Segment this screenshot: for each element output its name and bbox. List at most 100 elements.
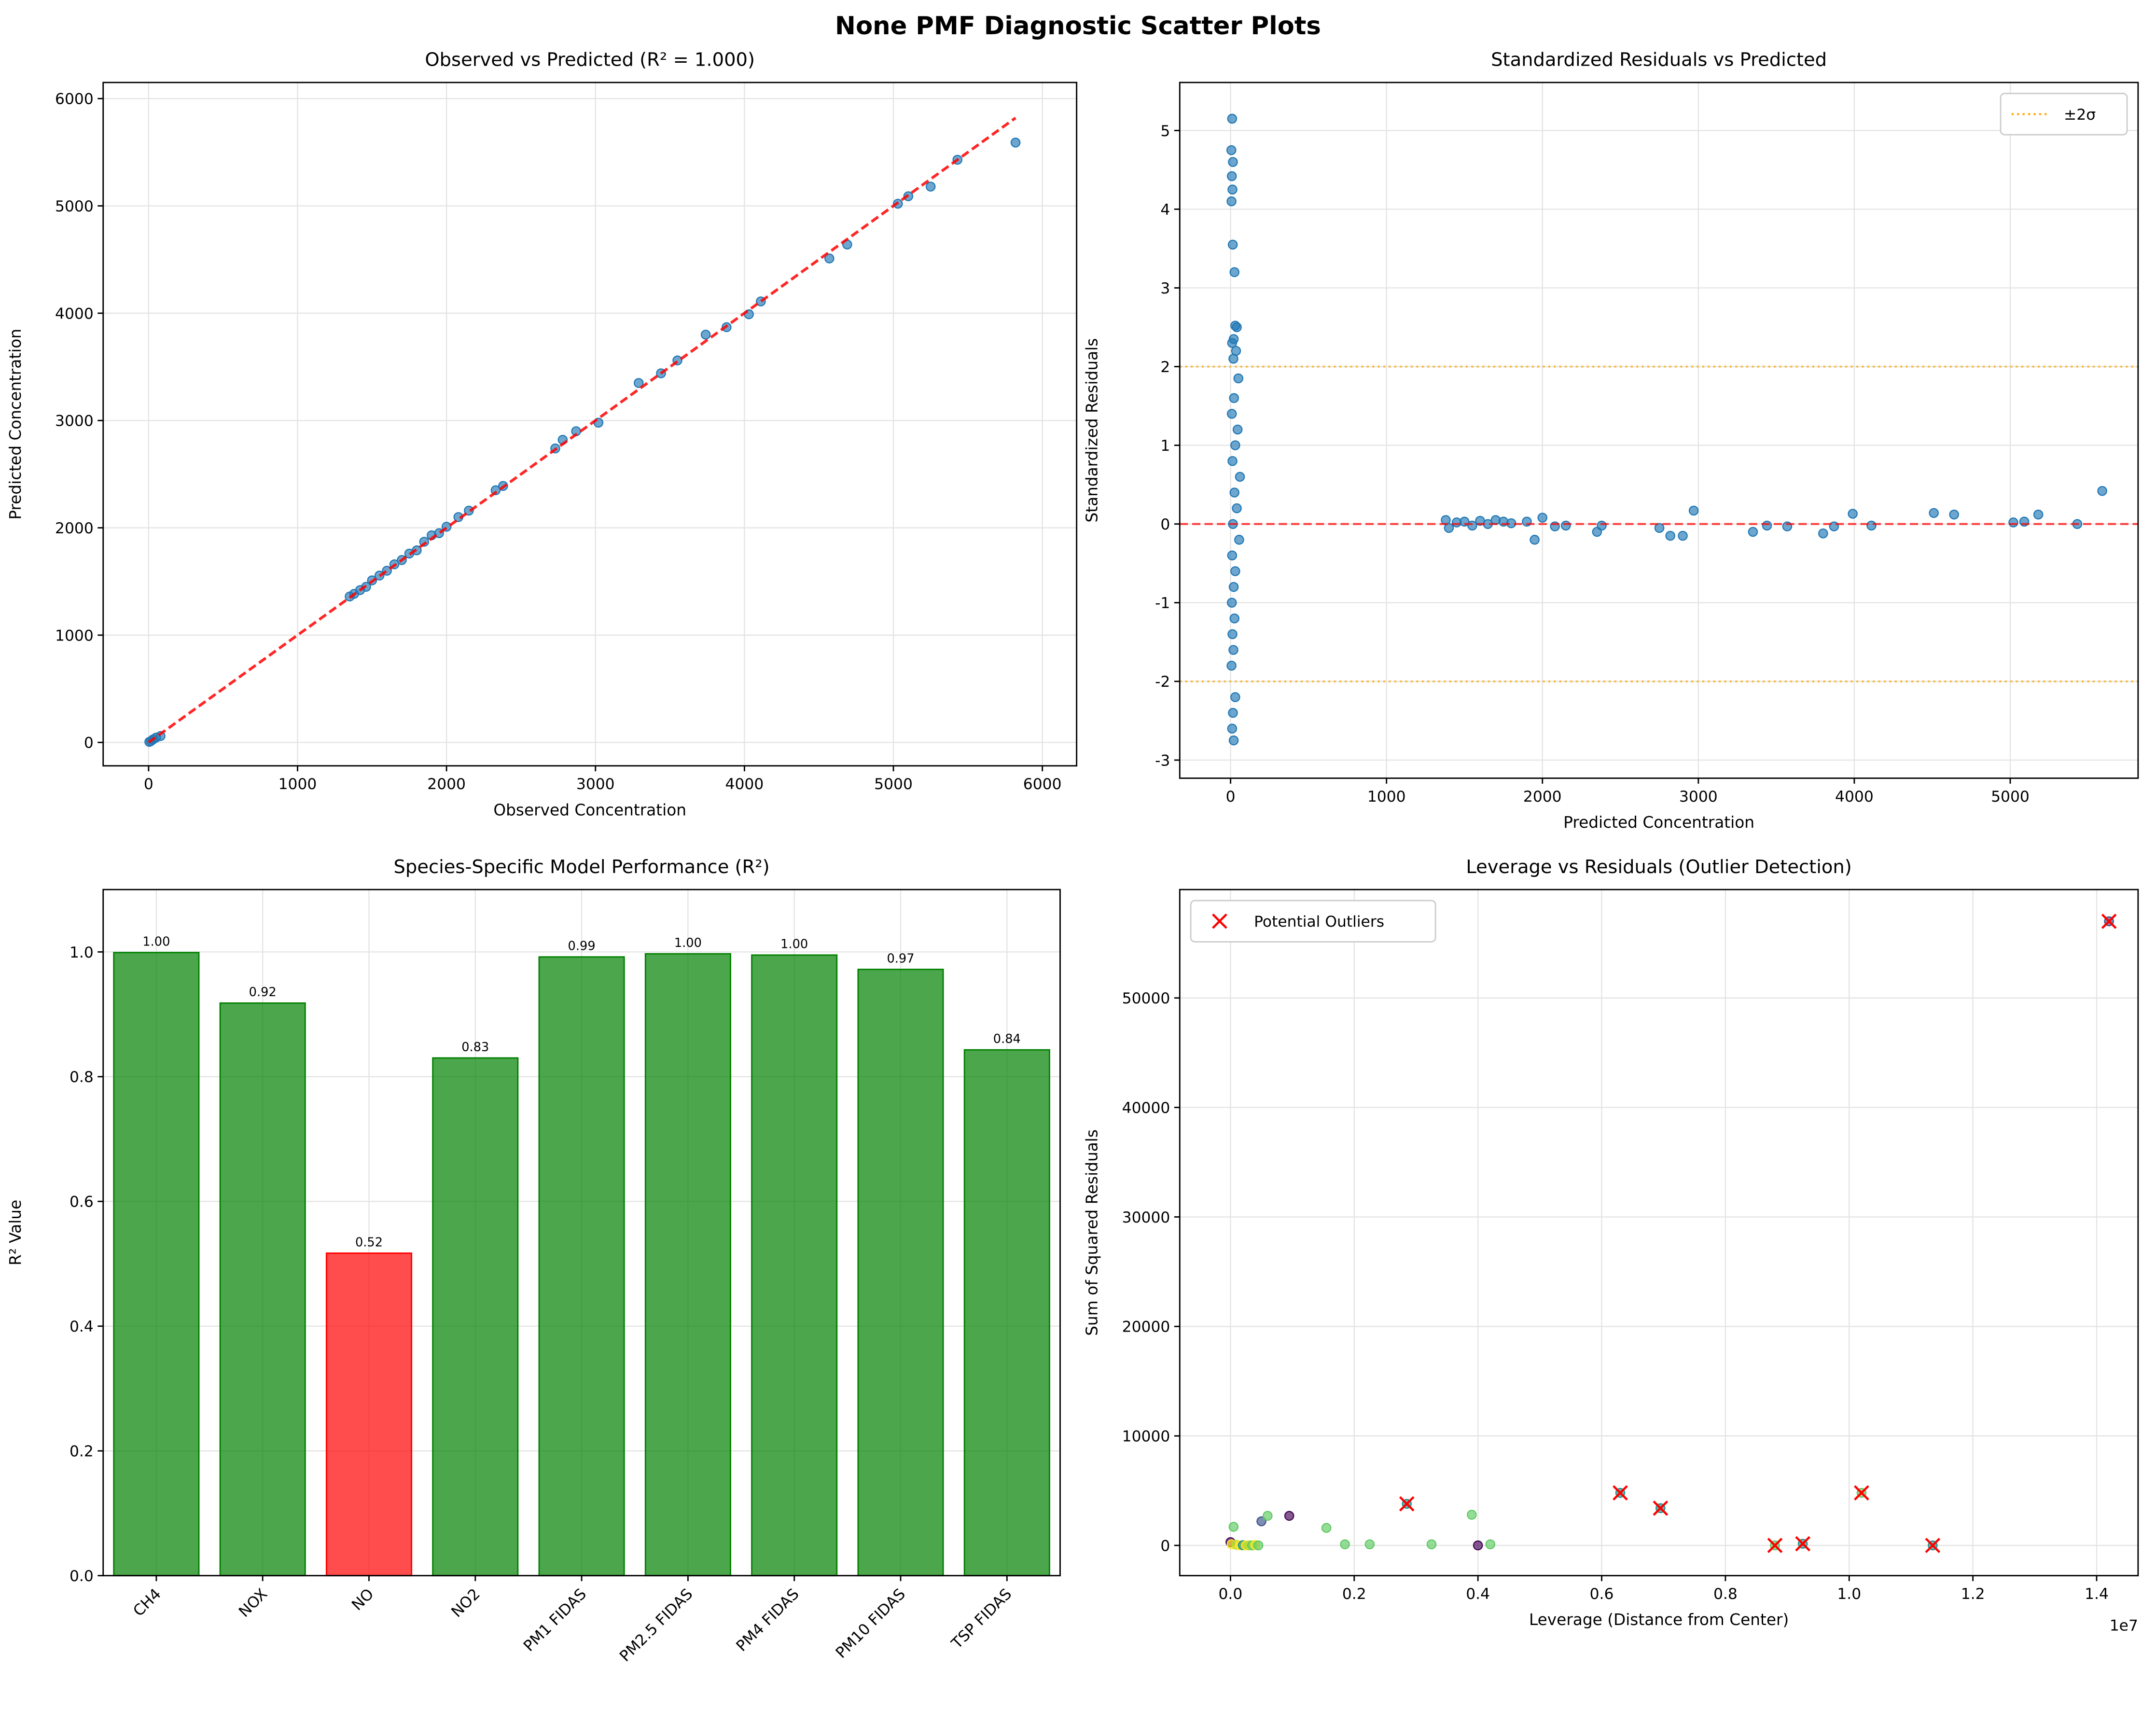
point <box>700 330 711 340</box>
point <box>1848 509 1858 519</box>
y-tick-label: 2 <box>1160 359 1170 376</box>
y-tick-label: 0.8 <box>70 1069 94 1086</box>
point <box>824 253 835 264</box>
point <box>1226 196 1237 207</box>
outlier-marker <box>1653 1501 1669 1516</box>
x-tick-label: NO <box>348 1585 377 1614</box>
point <box>1340 1539 1350 1550</box>
point <box>1665 530 1675 541</box>
point <box>1227 550 1238 561</box>
point <box>1364 1539 1375 1550</box>
point <box>1284 1511 1294 1521</box>
y-tick-label: 0 <box>1160 1537 1170 1555</box>
axes-frame <box>1179 889 2139 1577</box>
x-tick-label: 1.0 <box>1837 1585 1861 1603</box>
y-tick-label: 0.4 <box>70 1318 94 1335</box>
x-tick-label: PM4 FIDAS <box>733 1585 803 1655</box>
y-tick-label: 0 <box>1160 516 1170 533</box>
value-label: 0.84 <box>993 1032 1021 1046</box>
point <box>1234 535 1244 545</box>
y-tick-label: -3 <box>1155 752 1170 769</box>
x-tick-label: 0.4 <box>1466 1585 1490 1603</box>
axes-frame <box>102 82 1078 767</box>
y-tick-label: 50000 <box>1122 990 1170 1007</box>
value-label: 1.00 <box>780 937 808 952</box>
x-tick-label: 1.2 <box>1961 1585 1985 1603</box>
x-tick-label: PM1 FIDAS <box>520 1585 590 1655</box>
point <box>1226 409 1237 419</box>
x-tick-label: 4000 <box>1835 788 1874 806</box>
outlier-marker <box>1613 1485 1628 1501</box>
point <box>1256 1516 1266 1527</box>
outlier-marker <box>1795 1536 1810 1552</box>
x-tick-label: 1000 <box>1367 788 1406 806</box>
bar <box>432 1057 519 1577</box>
legend-label: ±2σ <box>2064 106 2096 124</box>
x-tick-label: NOX <box>236 1585 271 1621</box>
point <box>1467 520 1477 531</box>
point <box>1949 509 1959 520</box>
legend-box <box>2000 93 2128 136</box>
point <box>1537 513 1548 523</box>
value-label: 0.99 <box>568 939 596 953</box>
point <box>1444 523 1454 533</box>
y-tick-label: 0 <box>84 735 94 752</box>
outlier-marker <box>1399 1496 1415 1512</box>
point <box>1560 520 1571 531</box>
legend-swatch <box>1212 913 1227 929</box>
bar <box>325 1252 413 1577</box>
y-tick-label: 5000 <box>55 198 94 215</box>
point <box>1228 735 1239 746</box>
legend-box <box>1190 900 1436 943</box>
y-tick-label: 1000 <box>55 627 94 644</box>
axes-frame <box>1179 82 2139 779</box>
y-tick-label: 6000 <box>55 91 94 108</box>
point <box>1232 503 1242 514</box>
x-tick-label: PM10 FIDAS <box>833 1585 909 1662</box>
y-tick-label: 40000 <box>1122 1099 1170 1117</box>
y-tick-label: 10000 <box>1122 1428 1170 1445</box>
outlier-marker <box>1925 1538 1941 1553</box>
bar <box>857 969 944 1577</box>
point <box>1229 393 1239 403</box>
point <box>1426 1539 1437 1550</box>
bar <box>751 954 838 1577</box>
chart-title: Standardized Residuals vs Predicted <box>1491 49 1827 71</box>
x-tick-label: PM2.5 FIDAS <box>616 1585 696 1665</box>
x-tick-label: 2000 <box>1523 788 1562 806</box>
point <box>1467 1510 1477 1520</box>
x-tick-label: 6000 <box>1023 776 1062 793</box>
axes-frame <box>102 889 1061 1577</box>
point <box>2033 509 2044 520</box>
bar <box>963 1049 1050 1577</box>
chart-title: Leverage vs Residuals (Outlier Detection… <box>1466 856 1851 878</box>
point <box>1229 267 1239 278</box>
y-tick-label: -2 <box>1155 673 1170 691</box>
point <box>1226 597 1237 608</box>
point <box>1226 145 1237 155</box>
chart-title: Observed vs Predicted (R² = 1.000) <box>425 49 755 71</box>
point <box>1228 157 1238 167</box>
x-axis-label: Observed Concentration <box>493 801 686 819</box>
point <box>1010 138 1021 148</box>
point <box>1228 1522 1239 1532</box>
outlier-marker <box>1767 1538 1783 1553</box>
x-tick-label: 0.2 <box>1342 1585 1366 1603</box>
point <box>634 378 644 388</box>
reference-line <box>148 116 1016 744</box>
point <box>1688 505 1699 516</box>
y-tick-label: 5 <box>1160 123 1170 140</box>
point <box>1228 354 1238 364</box>
x-tick-label: TSP FIDAS <box>948 1585 1015 1653</box>
point <box>1227 456 1238 466</box>
point <box>1228 645 1238 655</box>
y-tick-label: 4 <box>1160 201 1170 219</box>
point <box>1485 1539 1496 1550</box>
y-axis-label: Sum of Squared Residuals <box>1083 1129 1101 1336</box>
bar <box>538 956 625 1577</box>
value-label: 1.00 <box>674 936 702 950</box>
x-tick-label: 0 <box>1226 788 1236 806</box>
y-tick-label: 0.0 <box>70 1568 94 1585</box>
x-tick-label: 2000 <box>427 776 466 793</box>
